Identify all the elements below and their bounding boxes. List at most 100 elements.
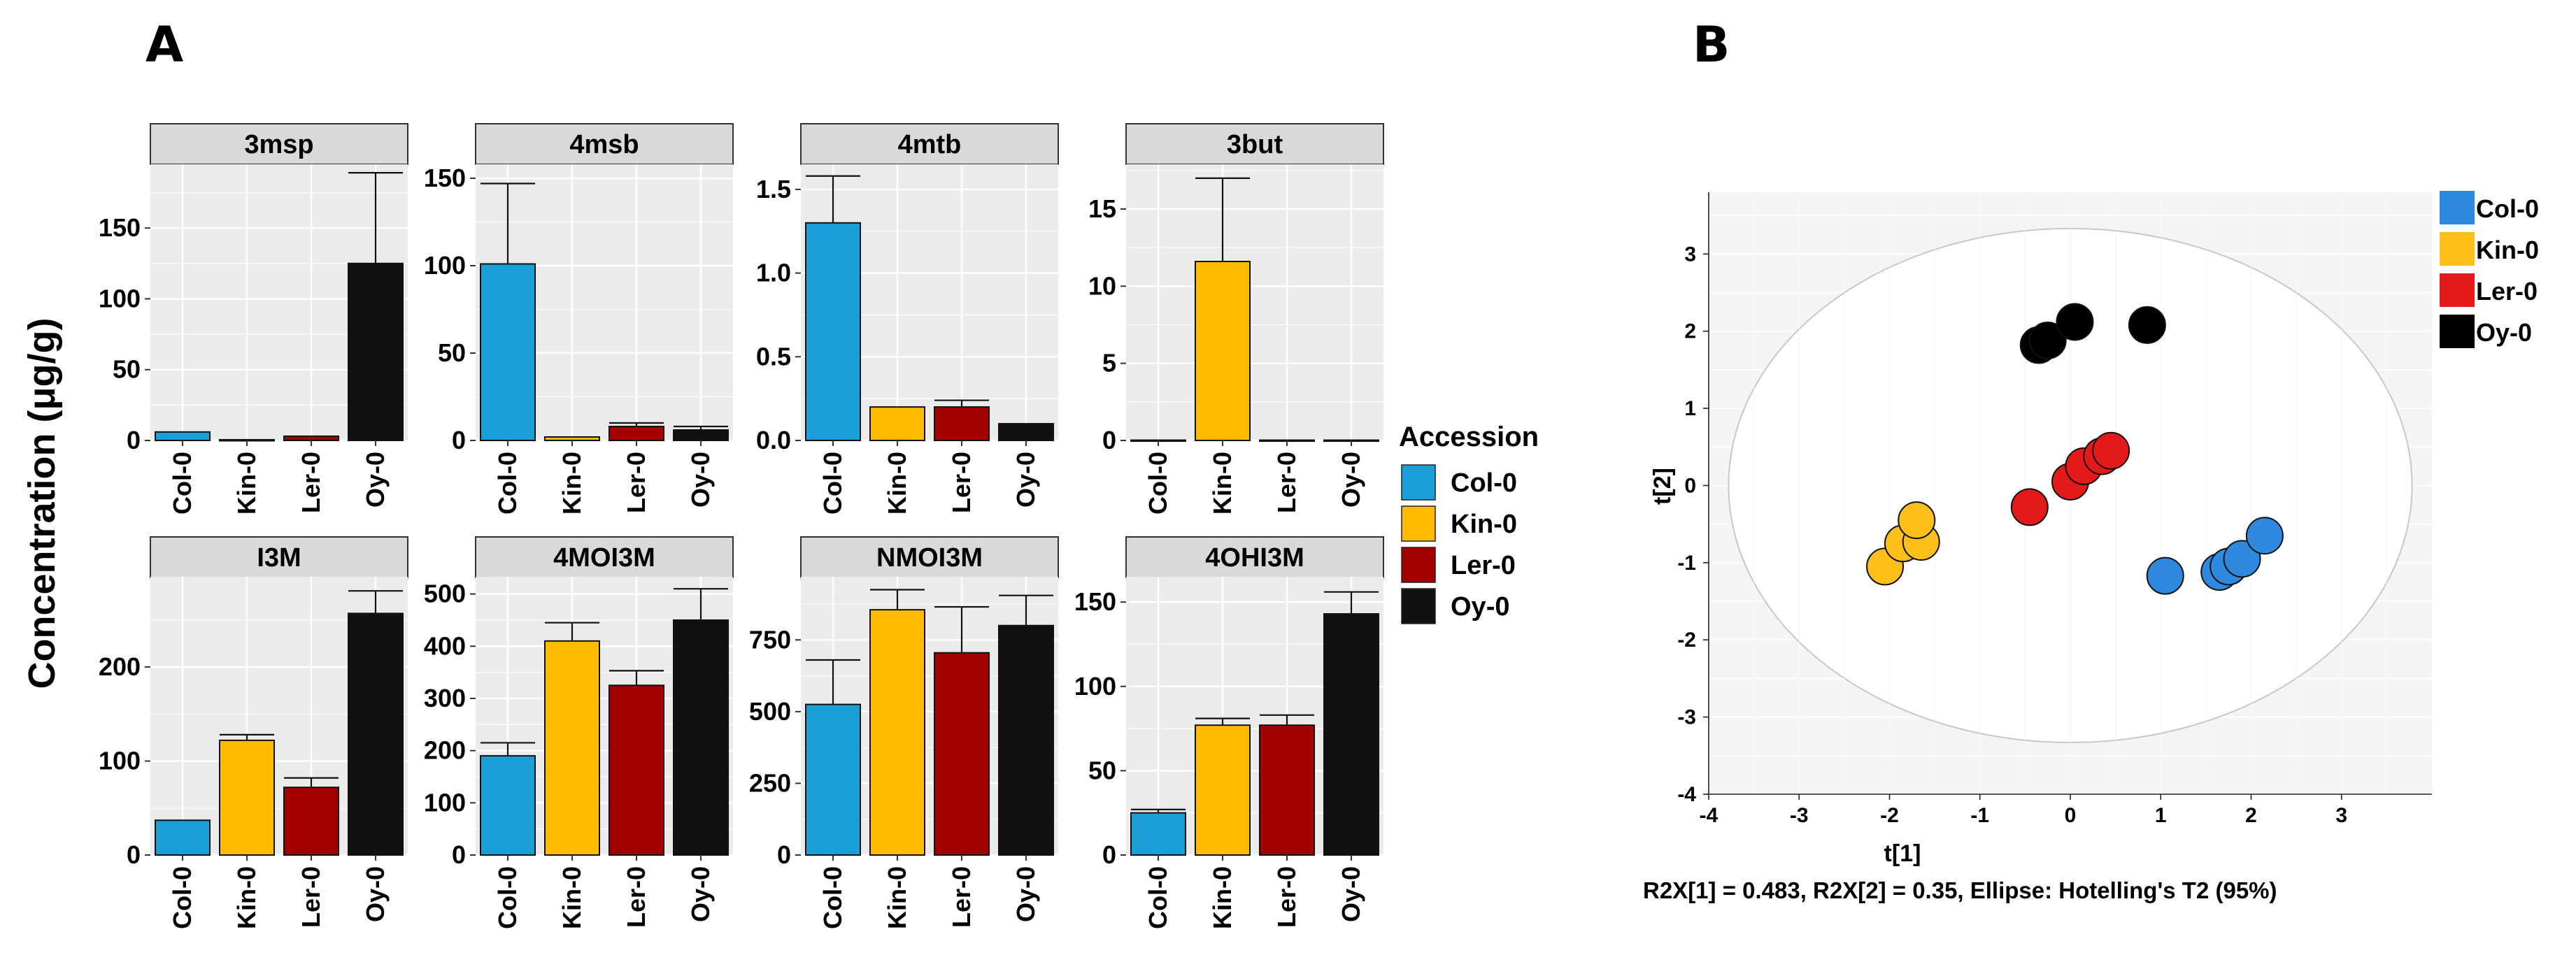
facet-title: 4msb — [569, 130, 639, 159]
pca-legend-label: Oy-0 — [2476, 318, 2532, 347]
bar-col-0 — [805, 222, 861, 441]
x-tick-label: Oy-0 — [1337, 866, 1365, 922]
y-tick-label: 5 — [1102, 349, 1116, 378]
x-tick-label: Col-0 — [1144, 866, 1172, 929]
facet-4moi3m: 4MOI3M 0 100 200 300 400 500 Col-0 Kin-0 Ler-0 Oy-… — [424, 536, 734, 929]
bar-col-0 — [480, 263, 536, 441]
y-tick-label: 150 — [424, 164, 466, 192]
bar-ler-0 — [283, 787, 339, 856]
y-axis-title: Concentration (μg/g) — [21, 318, 63, 689]
bar-kin-0 — [1195, 724, 1251, 856]
y-tick-label: 150 — [1074, 587, 1116, 616]
bar-kin-0 — [869, 406, 925, 442]
bar-col-0 — [155, 431, 211, 441]
bar-ler-0 — [609, 684, 664, 856]
pca-x-tick-label: -3 — [1790, 804, 1809, 827]
x-tick-label: Ler-0 — [622, 866, 650, 928]
pca-x-tick-label: -4 — [1700, 804, 1718, 827]
y-tick-label: 200 — [424, 736, 466, 765]
bar-ler-0 — [609, 426, 664, 441]
y-tick-label: 200 — [99, 652, 141, 681]
x-tick-label: Col-0 — [818, 866, 847, 929]
x-tick-label: Col-0 — [168, 866, 197, 929]
pca-y-tick-label: -4 — [1677, 783, 1696, 806]
legend-key-kin-0 — [1401, 505, 1436, 542]
pca-y-tick-label: 0 — [1684, 474, 1696, 497]
facet-strip — [1125, 123, 1384, 165]
x-tick-label: Ler-0 — [297, 866, 325, 928]
x-tick-label: Kin-0 — [883, 866, 911, 929]
y-tick-label: 250 — [749, 768, 791, 797]
x-tick-label: Oy-0 — [686, 452, 715, 508]
pca-y-tick-label: -3 — [1677, 706, 1696, 729]
bar-ler-0 — [934, 652, 990, 856]
bar-oy-0 — [998, 423, 1054, 442]
x-tick-label: Kin-0 — [883, 452, 911, 515]
facet-strip — [800, 123, 1059, 165]
bar-oy-0 — [673, 619, 729, 856]
y-tick-label: 100 — [99, 284, 141, 313]
y-tick-label: 100 — [424, 788, 466, 817]
x-tick-label: Kin-0 — [1208, 452, 1237, 515]
plot-panel — [1126, 164, 1383, 440]
facet-strip — [475, 536, 734, 578]
bar-col-0 — [1130, 812, 1186, 856]
pca-x-axis-title: t[1] — [1884, 840, 1921, 867]
bar-ler-0 — [283, 435, 339, 442]
y-tick-label: 0 — [1102, 840, 1116, 869]
x-tick-label: Ler-0 — [1272, 866, 1301, 928]
accession-legend: Accession Col-0 Kin-0 Ler-0 Oy-0 — [1399, 422, 1539, 624]
x-tick-label: Kin-0 — [232, 452, 261, 515]
pca-y-tick-label: 3 — [1684, 243, 1696, 266]
y-tick-label: 0.0 — [756, 426, 791, 454]
y-tick-label: 0 — [127, 426, 141, 454]
bar-kin-0 — [1195, 261, 1251, 441]
pca-y-tick-label: 2 — [1684, 320, 1696, 343]
pca-x-tick-label: 3 — [2335, 804, 2347, 827]
bar-oy-0 — [348, 262, 404, 441]
y-tick-label: 1.0 — [756, 259, 791, 287]
facet-nmoi3m: NMOI3M 0 250 500 750 Col-0 Kin-0 Ler-0 Oy-0 — [749, 536, 1059, 929]
score-point-oy-0 — [2028, 321, 2067, 359]
x-tick-label: Oy-0 — [686, 866, 715, 922]
facet-3msp: 3msp 0 50 100 150 Col-0 Kin-0 Ler-0 Oy-0 — [99, 123, 408, 515]
bar-kin-0 — [869, 609, 925, 856]
x-tick-label: Col-0 — [493, 452, 522, 515]
pca-footnote: R2X[1] = 0.483, R2X[2] = 0.35, Ellipse: … — [1643, 877, 2277, 903]
score-point-col-0 — [2245, 517, 2284, 555]
legend-key-ler-0 — [1401, 547, 1436, 583]
legend-label: Ler-0 — [1451, 551, 1516, 580]
facet-title: 4mtb — [898, 130, 962, 159]
legend-label: Oy-0 — [1451, 592, 1509, 622]
x-tick-label: Col-0 — [493, 866, 522, 929]
y-tick-label: 10 — [1088, 271, 1116, 300]
facet-title: 4MOI3M — [553, 543, 655, 573]
facet-4mtb: 4mtb 0.0 0.5 1.0 1.5 Col-0 Kin-0 Ler-0 Oy-0 — [756, 123, 1059, 515]
y-tick-label: 15 — [1088, 194, 1116, 223]
y-tick-label: 150 — [99, 213, 141, 242]
bar-oy-0 — [998, 624, 1054, 856]
legend-key-oy-0 — [1401, 588, 1436, 624]
bar-kin-0 — [544, 436, 600, 441]
facet-strip — [475, 123, 734, 165]
y-tick-label: 500 — [424, 580, 466, 608]
x-tick-label: Kin-0 — [557, 866, 586, 929]
facet-title: 3but — [1227, 130, 1283, 159]
score-point-col-0 — [2223, 540, 2261, 578]
bar-ler-0 — [934, 406, 990, 442]
y-tick-label: 0 — [127, 840, 141, 869]
x-tick-label: Oy-0 — [361, 452, 390, 508]
x-tick-label: Col-0 — [818, 452, 847, 515]
x-tick-label: Col-0 — [1144, 452, 1172, 515]
pca-x-tick-label: 1 — [2155, 804, 2167, 827]
y-tick-label: 100 — [99, 747, 141, 775]
pca-x-tick-label: -2 — [1880, 804, 1899, 827]
y-tick-label: 0 — [452, 840, 466, 869]
bar-col-0 — [480, 755, 536, 856]
pca-legend-label: Ler-0 — [2476, 277, 2538, 306]
bar-kin-0 — [219, 739, 275, 856]
legend-label: Kin-0 — [1451, 510, 1517, 539]
bar-oy-0 — [1323, 613, 1379, 856]
pca-y-tick-label: -1 — [1677, 552, 1696, 575]
